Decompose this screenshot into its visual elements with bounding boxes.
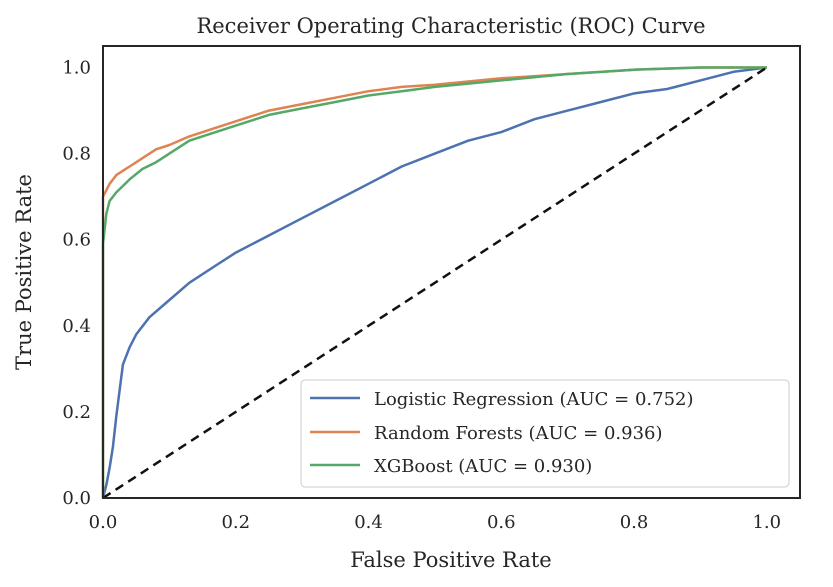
x-tick-label: 1.0: [752, 512, 781, 533]
y-tick-label: 0.2: [62, 402, 91, 423]
legend: Logistic Regression (AUC = 0.752) Random…: [300, 379, 790, 488]
legend-label-xgboost: XGBoost (AUC = 0.930): [374, 456, 592, 477]
x-tick-label: 0.4: [354, 512, 383, 533]
x-tick-label: 0.8: [620, 512, 649, 533]
y-tick-label: 0.4: [62, 316, 91, 337]
x-tick-label: 0.6: [487, 512, 516, 533]
series-line-xgboost: [101, 66, 767, 498]
reference-diagonal-line: [102, 66, 768, 500]
plot-area: [101, 45, 801, 500]
y-axis-ticks: 0.0 0.2 0.4 0.6 0.8 1.0: [62, 58, 91, 509]
x-axis-label: False Positive Rate: [350, 548, 551, 572]
y-axis-label: True Positive Rate: [12, 174, 36, 370]
y-tick-label: 0.8: [62, 144, 91, 165]
chart-title: Receiver Operating Characteristic (ROC) …: [196, 14, 705, 38]
legend-label-random-forests: Random Forests (AUC = 0.936): [374, 423, 663, 444]
y-tick-label: 0.0: [62, 488, 91, 509]
y-tick-label: 1.0: [62, 58, 91, 79]
series-layer: [101, 66, 768, 500]
y-tick-label: 0.6: [62, 230, 91, 251]
series-line-logistic-regression: [101, 66, 767, 499]
legend-label-logistic-regression: Logistic Regression (AUC = 0.752): [374, 389, 694, 410]
x-axis-ticks: 0.0 0.2 0.4 0.6 0.8 1.0: [89, 512, 781, 533]
legend-box: [300, 379, 790, 488]
x-tick-label: 0.2: [221, 512, 250, 533]
x-tick-label: 0.0: [89, 512, 118, 533]
plot-frame: [102, 45, 801, 499]
